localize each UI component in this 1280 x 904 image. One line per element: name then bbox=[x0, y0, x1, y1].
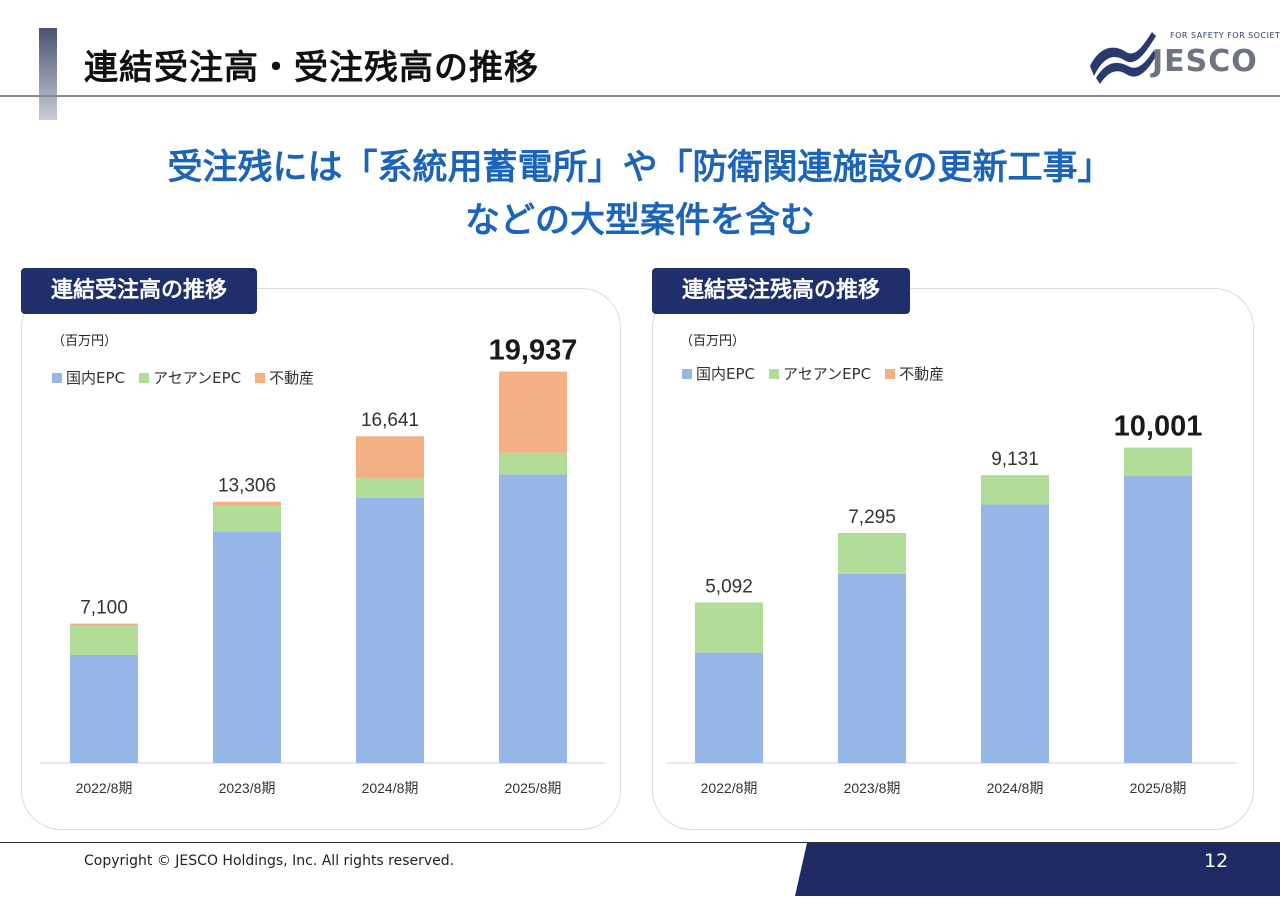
order-intake-chart: 7,100 2022/8期 13,306 2023/8期 16,641 2024/8期 19… bbox=[40, 335, 605, 796]
bar-segment bbox=[356, 478, 424, 498]
data-label: 7,100 bbox=[80, 598, 128, 619]
data-label: 5,092 bbox=[705, 576, 753, 597]
unit-label-backlog: （百万円） bbox=[680, 334, 746, 349]
legend-label: アセアンEPC bbox=[153, 369, 242, 387]
order-intake-tab: 連結受注高の推移 bbox=[21, 268, 258, 314]
legend-backlog: 国内EPC アセアンEPC 不動産 bbox=[682, 363, 944, 384]
x-tick-label: 2024/8期 bbox=[362, 780, 419, 796]
title-accent-bar bbox=[39, 28, 57, 120]
x-tick-label: 2024/8期 bbox=[987, 780, 1044, 796]
headline-line-2: などの大型案件を含む bbox=[464, 201, 815, 241]
bar-segment bbox=[213, 501, 281, 506]
bar-segment bbox=[695, 652, 763, 763]
bar-segment bbox=[356, 436, 424, 479]
bar-segment bbox=[838, 573, 906, 763]
legend-item: 不動産 bbox=[255, 367, 314, 388]
legend-item: アセアンEPC bbox=[769, 363, 871, 384]
order-backlog-tab: 連結受注残高の推移 bbox=[652, 268, 911, 314]
legend-label: アセアンEPC bbox=[783, 365, 872, 383]
bar-segment bbox=[213, 505, 281, 532]
data-label: 16,641 bbox=[361, 410, 419, 431]
x-tick-label: 2023/8期 bbox=[219, 780, 276, 796]
data-label: 13,306 bbox=[218, 476, 276, 497]
bar-segment bbox=[499, 371, 567, 453]
bar-segment bbox=[70, 623, 138, 626]
legend-item: アセアンEPC bbox=[139, 367, 241, 388]
x-tick-label: 2022/8期 bbox=[701, 780, 758, 796]
legend-swatch bbox=[139, 372, 149, 383]
legend-label: 国内EPC bbox=[696, 365, 755, 383]
legend-item: 不動産 bbox=[885, 363, 944, 384]
copyright-text: Copyright © JESCO Holdings, Inc. All rig… bbox=[84, 853, 455, 869]
bar-segment bbox=[695, 602, 763, 653]
logo-tagline: FOR SAFETY FOR SOCIETY bbox=[1170, 31, 1280, 40]
bar-segment bbox=[70, 655, 138, 763]
data-label: 10,001 bbox=[1114, 411, 1203, 443]
legend-swatch bbox=[769, 368, 779, 379]
legend-intake: 国内EPC アセアンEPC 不動産 bbox=[52, 367, 314, 388]
unit-label-intake: （百万円） bbox=[52, 334, 118, 349]
jesco-logo-icon bbox=[1090, 32, 1156, 84]
bar-segment bbox=[499, 474, 567, 763]
legend-swatch bbox=[682, 368, 692, 379]
legend-swatch bbox=[885, 368, 896, 379]
bar-segment bbox=[70, 625, 138, 655]
legend-swatch bbox=[52, 372, 62, 383]
legend-swatch bbox=[255, 372, 266, 383]
legend-label: 不動産 bbox=[899, 365, 945, 383]
order-backlog-chart: 5,092 2022/8期 7,295 2023/8期 9,131 2024/8期 10,0… bbox=[666, 411, 1236, 796]
data-label: 19,937 bbox=[489, 335, 578, 367]
title-divider bbox=[0, 95, 1280, 97]
legend-item: 国内EPC bbox=[682, 363, 755, 384]
bar-segment bbox=[981, 475, 1049, 505]
data-label: 7,295 bbox=[848, 507, 896, 528]
footer-divider bbox=[0, 842, 1280, 843]
x-tick-label: 2023/8期 bbox=[844, 780, 901, 796]
legend-label: 不動産 bbox=[269, 369, 315, 387]
bar-segment bbox=[356, 497, 424, 763]
logo-wordmark: JESCO bbox=[1152, 44, 1258, 79]
data-label: 9,131 bbox=[991, 449, 1039, 470]
x-tick-label: 2025/8期 bbox=[1130, 780, 1187, 796]
bar-segment bbox=[1124, 476, 1192, 763]
page-title: 連結受注高・受注残高の推移 bbox=[84, 48, 539, 88]
footer-band bbox=[795, 843, 1280, 896]
x-tick-label: 2022/8期 bbox=[76, 780, 133, 796]
headline-line-1: 受注残には「系統用蓄電所」や「防衛関連施設の更新工事」 bbox=[167, 148, 1113, 188]
bar-segment bbox=[213, 531, 281, 763]
x-tick-label: 2025/8期 bbox=[505, 780, 562, 796]
bar-segment bbox=[499, 452, 567, 475]
legend-item: 国内EPC bbox=[52, 367, 125, 388]
bar-segment bbox=[1124, 447, 1192, 477]
legend-label: 国内EPC bbox=[66, 369, 125, 387]
page-number: 12 bbox=[1204, 850, 1229, 872]
bar-segment bbox=[981, 504, 1049, 763]
bar-segment bbox=[838, 532, 906, 574]
